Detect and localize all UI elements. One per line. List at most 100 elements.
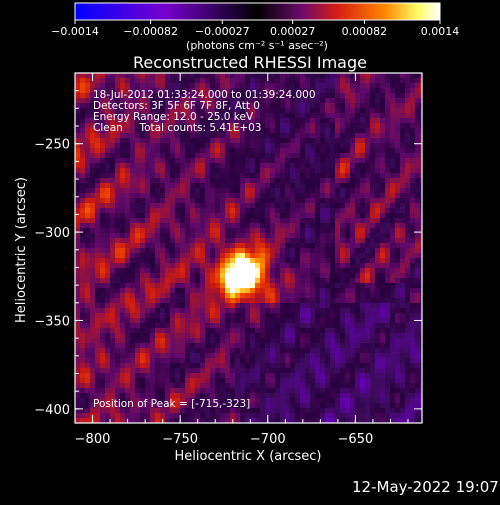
heatmap-pixel bbox=[360, 263, 365, 268]
heatmap-pixel bbox=[245, 318, 250, 323]
heatmap-pixel bbox=[400, 253, 405, 258]
heatmap-pixel bbox=[260, 83, 265, 88]
heatmap-pixel bbox=[240, 168, 245, 173]
heatmap-pixel bbox=[305, 218, 310, 223]
heatmap-pixel bbox=[255, 308, 260, 313]
heatmap-pixel bbox=[415, 188, 420, 193]
heatmap-pixel bbox=[235, 278, 240, 283]
heatmap-pixel bbox=[100, 373, 105, 378]
heatmap-pixel bbox=[255, 108, 260, 113]
heatmap-pixel bbox=[390, 393, 395, 398]
heatmap-pixel bbox=[185, 358, 190, 363]
heatmap-pixel bbox=[390, 313, 395, 318]
heatmap-pixel bbox=[210, 263, 215, 268]
heatmap-pixel bbox=[335, 373, 340, 378]
heatmap-pixel bbox=[80, 308, 85, 313]
colorbar-tick-label: 0.00027 bbox=[270, 25, 316, 38]
heatmap-pixel bbox=[95, 148, 100, 153]
heatmap-pixel bbox=[175, 93, 180, 98]
heatmap-pixel bbox=[380, 408, 385, 413]
heatmap-pixel bbox=[335, 178, 340, 183]
heatmap-pixel bbox=[195, 133, 200, 138]
heatmap-pixel bbox=[215, 393, 220, 398]
heatmap-pixel bbox=[160, 253, 165, 258]
heatmap-pixel bbox=[395, 303, 400, 308]
heatmap-pixel bbox=[305, 163, 310, 168]
heatmap-pixel bbox=[380, 188, 385, 193]
heatmap-pixel bbox=[400, 188, 405, 193]
heatmap-pixel bbox=[85, 278, 90, 283]
heatmap-pixel bbox=[310, 248, 315, 253]
heatmap-pixel bbox=[75, 198, 80, 203]
heatmap-pixel bbox=[395, 288, 400, 293]
heatmap-pixel bbox=[155, 183, 160, 188]
heatmap-pixel bbox=[160, 153, 165, 158]
heatmap-pixel bbox=[140, 363, 145, 368]
heatmap-pixel bbox=[355, 398, 360, 403]
heatmap-pixel bbox=[145, 248, 150, 253]
heatmap-pixel bbox=[390, 243, 395, 248]
heatmap-pixel bbox=[260, 103, 265, 108]
heatmap-pixel bbox=[275, 368, 280, 373]
heatmap-pixel bbox=[170, 208, 175, 213]
heatmap-pixel bbox=[340, 368, 345, 373]
heatmap-pixel bbox=[390, 318, 395, 323]
heatmap-pixel bbox=[415, 328, 420, 333]
heatmap-pixel bbox=[185, 393, 190, 398]
heatmap-pixel bbox=[360, 323, 365, 328]
heatmap-pixel bbox=[395, 403, 400, 408]
heatmap-pixel bbox=[385, 363, 390, 368]
heatmap-pixel bbox=[265, 108, 270, 113]
heatmap-pixel bbox=[135, 178, 140, 183]
heatmap-pixel bbox=[405, 113, 410, 118]
heatmap-pixel bbox=[405, 128, 410, 133]
heatmap-pixel bbox=[145, 103, 150, 108]
heatmap-pixel bbox=[310, 253, 315, 258]
heatmap-pixel bbox=[100, 108, 105, 113]
heatmap-pixel bbox=[355, 208, 360, 213]
heatmap-pixel bbox=[235, 383, 240, 388]
heatmap-pixel bbox=[100, 88, 105, 93]
heatmap-pixel bbox=[140, 108, 145, 113]
heatmap-pixel bbox=[150, 353, 155, 358]
heatmap-pixel bbox=[205, 163, 210, 168]
heatmap-pixel bbox=[165, 233, 170, 238]
heatmap-pixel bbox=[110, 88, 115, 93]
heatmap-pixel bbox=[195, 88, 200, 93]
heatmap-pixel bbox=[150, 178, 155, 183]
heatmap-pixel bbox=[120, 348, 125, 353]
heatmap-pixel bbox=[345, 413, 350, 418]
heatmap-pixel bbox=[255, 328, 260, 333]
heatmap-pixel bbox=[395, 203, 400, 208]
heatmap-pixel bbox=[215, 93, 220, 98]
heatmap-pixel bbox=[360, 278, 365, 283]
heatmap-pixel bbox=[370, 218, 375, 223]
heatmap-pixel bbox=[385, 173, 390, 178]
heatmap-pixel bbox=[140, 228, 145, 233]
heatmap-pixel bbox=[340, 143, 345, 148]
heatmap-pixel bbox=[160, 143, 165, 148]
heatmap-pixel bbox=[420, 73, 422, 78]
heatmap-pixel bbox=[370, 278, 375, 283]
heatmap-pixel bbox=[155, 313, 160, 318]
heatmap-pixel bbox=[415, 178, 420, 183]
heatmap-pixel bbox=[110, 293, 115, 298]
heatmap-pixel bbox=[195, 378, 200, 383]
heatmap-pixel bbox=[140, 338, 145, 343]
heatmap-pixel bbox=[75, 158, 80, 163]
heatmap-pixel bbox=[75, 93, 80, 98]
heatmap-pixel bbox=[335, 128, 340, 133]
heatmap-pixel bbox=[200, 418, 205, 423]
heatmap-pixel bbox=[315, 138, 320, 143]
heatmap-pixel bbox=[305, 73, 310, 78]
heatmap-pixel bbox=[320, 383, 325, 388]
heatmap-pixel bbox=[345, 263, 350, 268]
heatmap-pixel bbox=[100, 113, 105, 118]
heatmap-pixel bbox=[250, 208, 255, 213]
heatmap-pixel bbox=[325, 298, 330, 303]
heatmap-pixel bbox=[405, 103, 410, 108]
heatmap-pixel bbox=[125, 213, 130, 218]
heatmap-pixel bbox=[305, 288, 310, 293]
heatmap-pixel bbox=[145, 203, 150, 208]
heatmap-pixel bbox=[110, 278, 115, 283]
